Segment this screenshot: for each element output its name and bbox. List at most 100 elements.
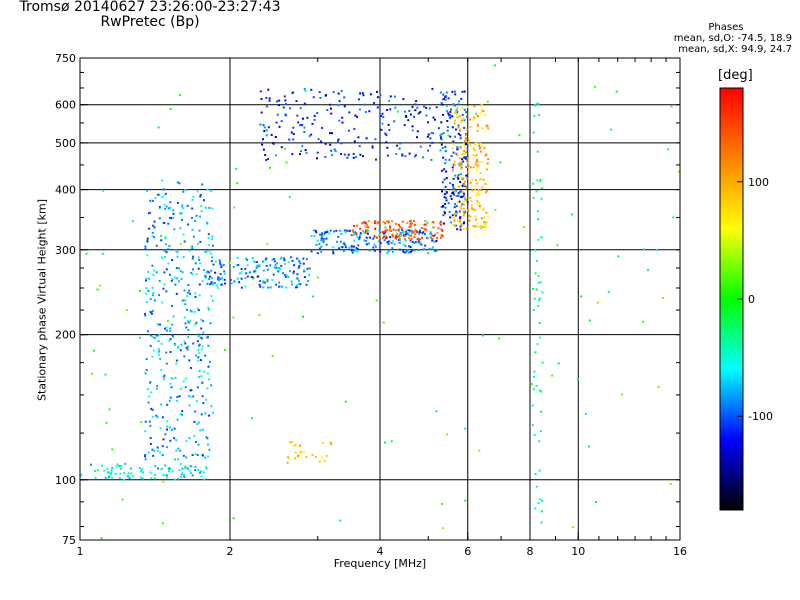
data-point [292,270,295,273]
data-point [454,177,457,180]
data-point [315,243,318,246]
data-point [482,208,485,211]
data-point [166,403,169,406]
data-point [377,221,380,223]
data-point [468,219,471,222]
data-point [200,375,203,378]
data-point [163,249,166,252]
data-point [178,94,181,96]
data-point [184,316,186,319]
data-point [283,259,286,262]
data-point [480,178,483,180]
data-point [182,256,185,259]
data-point [181,413,183,416]
data-point [171,305,174,307]
data-point [144,454,147,456]
data-point [185,346,188,349]
data-point [325,237,328,240]
data-point [210,237,213,240]
data-point [175,359,178,362]
data-point [424,233,426,235]
data-point [207,443,209,446]
data-point [464,140,467,142]
data-point [297,266,300,269]
data-point [196,386,199,389]
data-point [541,361,544,364]
data-point [473,225,476,228]
data-point [263,130,266,133]
data-point [146,237,149,240]
data-point [172,315,175,318]
data-point [472,118,475,121]
data-point [478,202,481,205]
data-point [158,280,161,282]
data-point [158,350,161,353]
data-point [169,327,172,330]
data-point [448,158,451,161]
data-point [498,337,501,340]
data-point [540,390,543,393]
data-point [478,144,480,147]
data-point [189,292,191,295]
data-point [197,348,200,351]
data-point [453,213,456,216]
data-point [182,190,185,193]
data-point [454,111,456,114]
data-point [195,214,198,217]
data-point [356,247,359,250]
y-tick-label: 600 [55,99,76,112]
y-tick-label: 400 [55,184,76,197]
data-point [479,206,481,209]
data-point [174,249,177,252]
data-point [451,90,454,93]
data-point [376,221,379,224]
data-point [459,205,461,208]
data-point [125,308,128,311]
data-point [190,271,193,274]
data-point [352,233,355,236]
data-point [476,191,479,194]
data-point [452,169,455,172]
data-point [402,98,405,101]
data-point [476,165,479,168]
data-point [184,322,187,325]
data-point [140,470,142,473]
data-point [183,474,186,477]
data-point [470,200,473,203]
data-point [300,150,302,153]
data-point [321,235,324,238]
data-point [208,271,210,274]
data-point [419,231,421,234]
data-point [320,237,323,240]
data-point [387,123,390,126]
data-point [445,177,448,180]
data-point [416,130,419,133]
data-point [220,266,223,269]
data-point [292,126,295,129]
data-point [194,323,197,326]
data-point [144,455,146,458]
data-point [417,112,420,115]
data-point [169,107,172,110]
data-point [167,467,170,470]
data-point [280,285,283,288]
data-point [669,483,672,485]
data-point [163,203,166,206]
data-point [353,231,356,234]
data-point [444,178,447,181]
data-point [415,100,418,103]
data-point [474,154,476,157]
data-point [457,194,460,197]
data-point [365,137,368,140]
data-point [165,326,168,329]
data-point [429,137,432,140]
trace-f2-x-mode [350,219,445,241]
data-point [464,156,467,158]
data-point [367,220,370,223]
data-point [418,249,420,251]
data-point [145,369,148,371]
data-point [476,182,479,185]
scatter-points [79,64,681,540]
data-point [410,234,413,237]
data-point [324,231,327,234]
